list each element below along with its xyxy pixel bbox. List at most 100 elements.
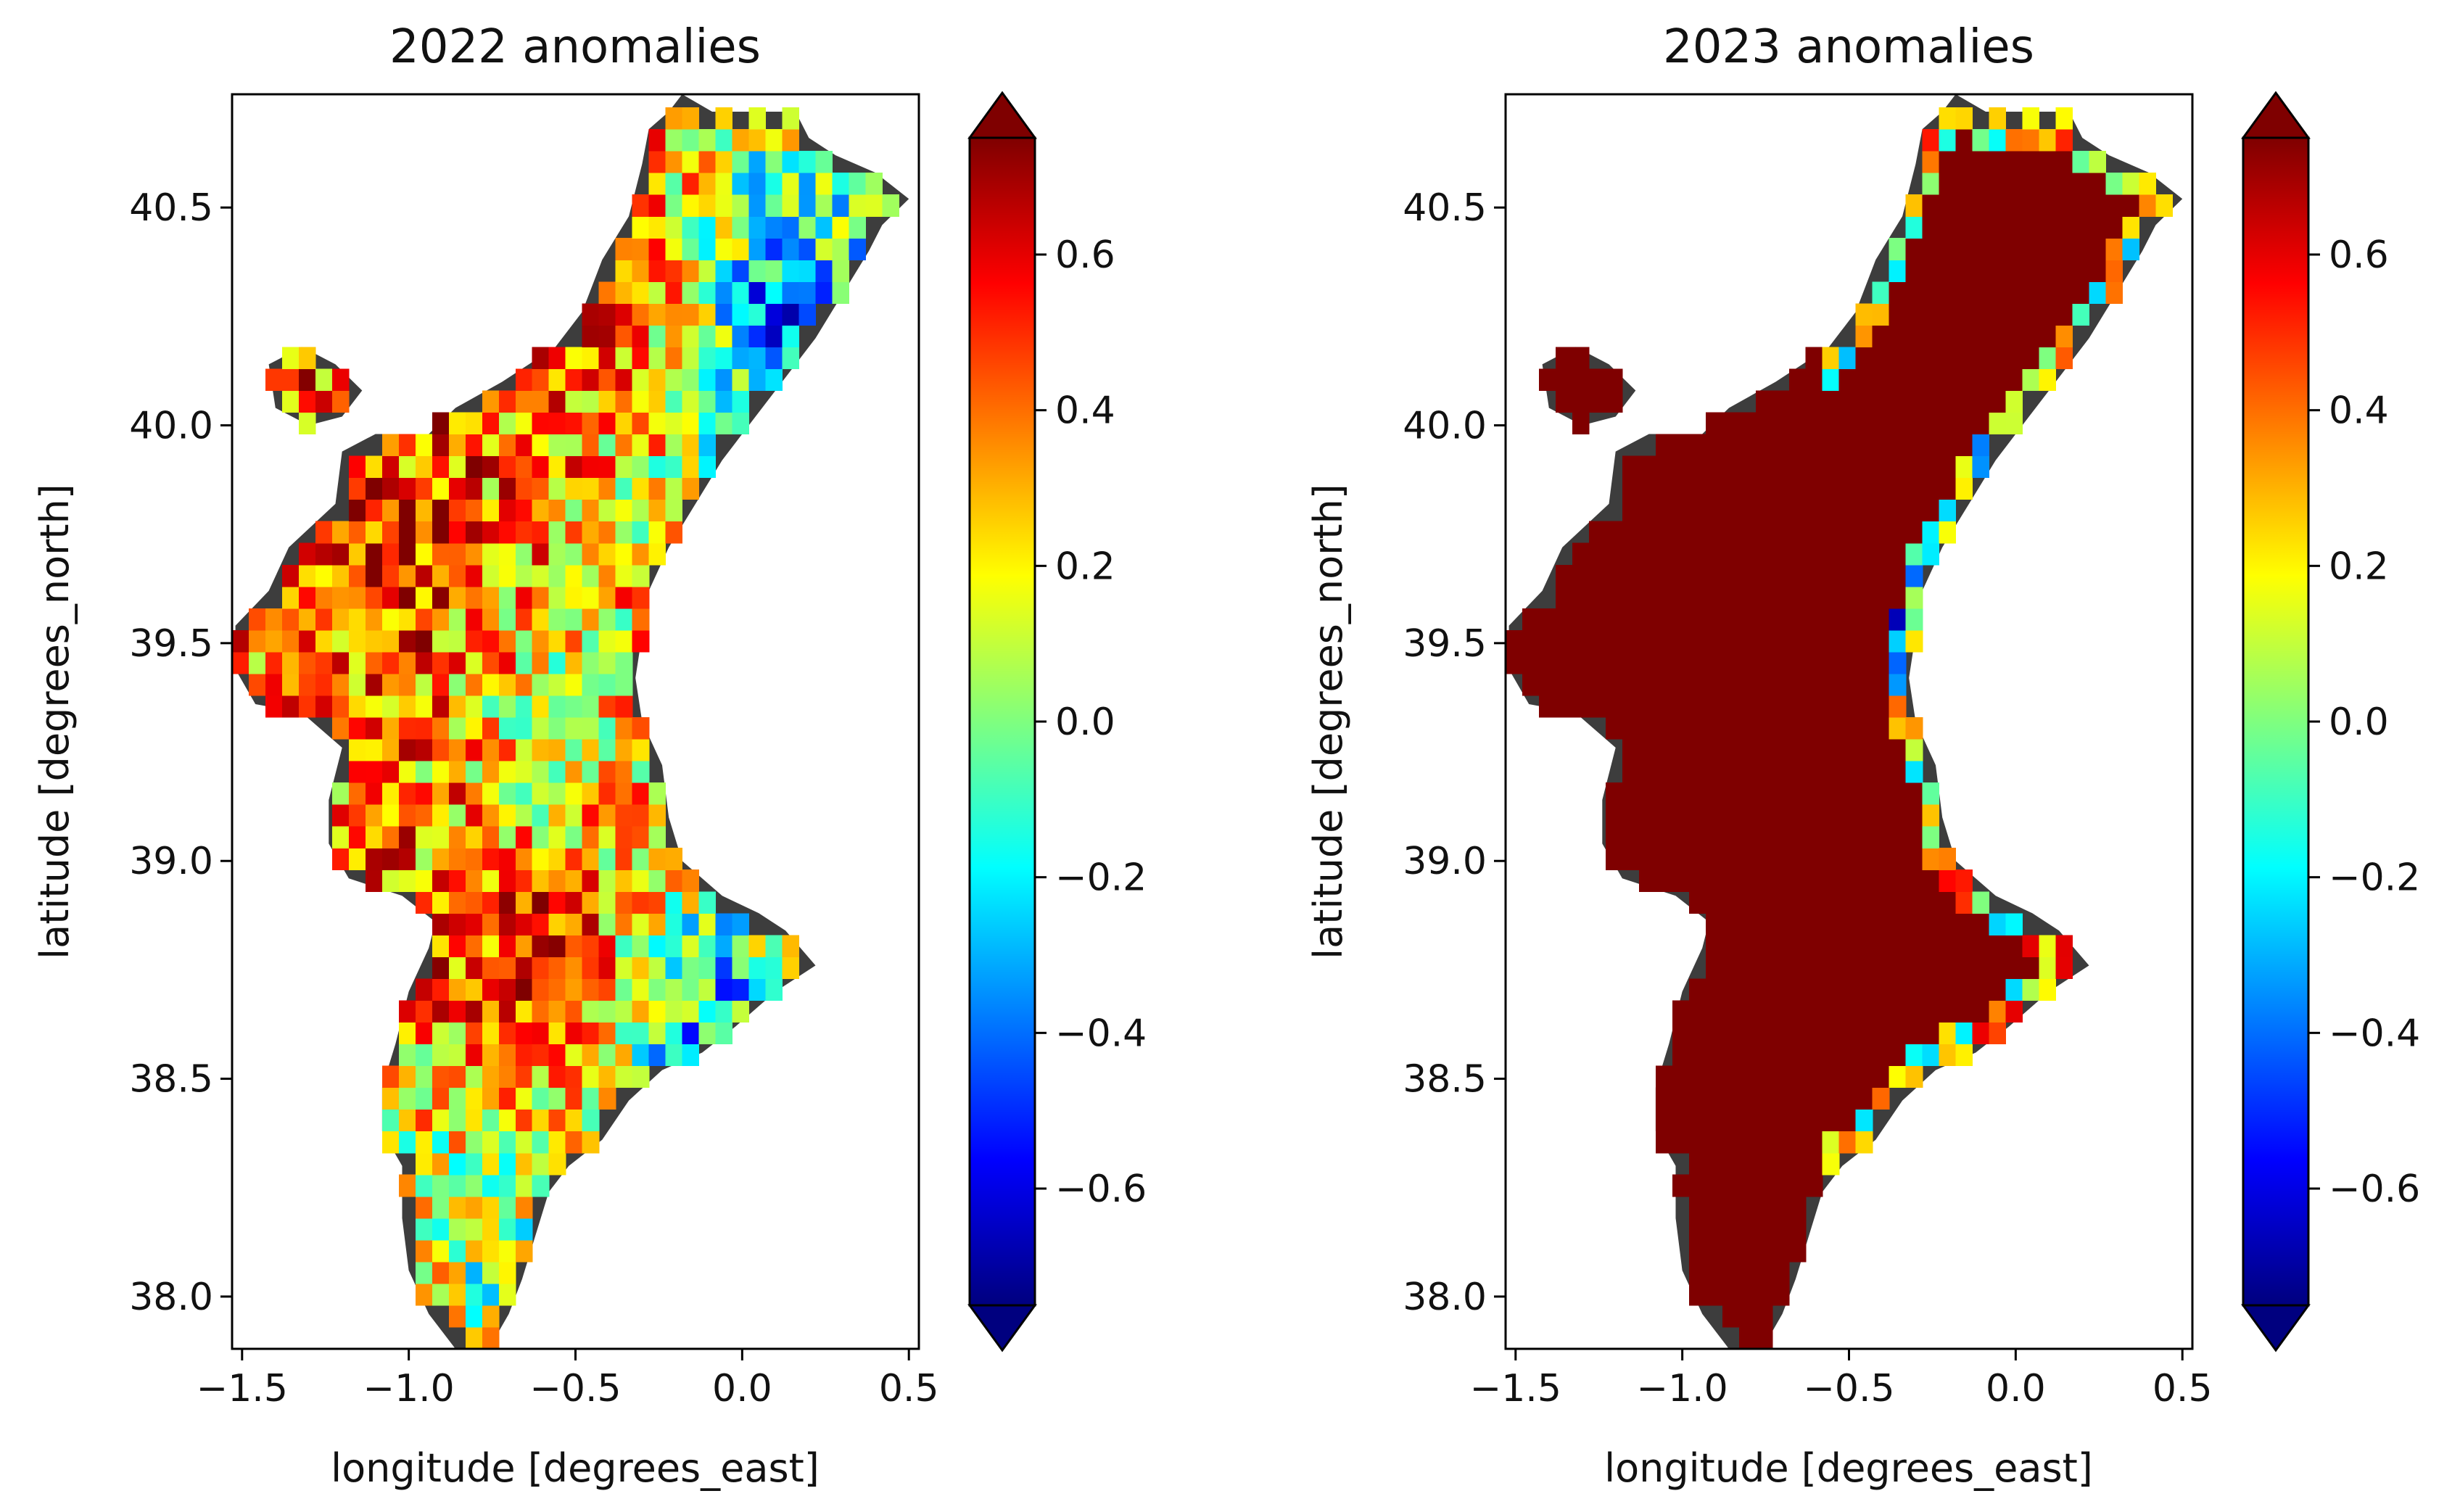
grid-cell <box>1939 499 1957 522</box>
grid-cell <box>2039 957 2057 979</box>
y-axis: 38.038.539.039.540.040.5 <box>129 186 232 1319</box>
grid-cell <box>565 542 583 566</box>
grid-cell <box>1889 651 1907 674</box>
grid-cell <box>598 325 616 347</box>
grid-cell <box>1655 1131 1673 1154</box>
grid-cell <box>565 761 583 783</box>
grid-cell <box>1972 368 1990 391</box>
grid-cell <box>532 499 550 522</box>
grid-cell <box>765 347 783 369</box>
grid-cell <box>482 739 500 761</box>
grid-cell <box>282 608 300 631</box>
grid-cell <box>832 238 850 260</box>
grid-cell <box>1939 848 1957 870</box>
grid-cell <box>415 978 433 1001</box>
grid-cell <box>1755 1109 1773 1132</box>
grid-cell <box>482 935 500 957</box>
grid-cell <box>448 629 466 653</box>
grid-cell <box>432 761 450 783</box>
grid-cell <box>432 1109 450 1132</box>
grid-cell <box>448 412 466 435</box>
grid-cell <box>1805 673 1823 696</box>
grid-cell <box>415 1196 433 1219</box>
grid-cell <box>1972 173 1990 195</box>
grid-cell <box>515 542 533 566</box>
grid-cell <box>515 978 533 1001</box>
grid-cell <box>2005 412 2023 435</box>
grid-cell <box>1855 717 1873 740</box>
grid-cell <box>432 826 450 848</box>
grid-cell <box>1922 347 1940 369</box>
grid-cell <box>1772 390 1790 413</box>
grid-cell <box>648 412 666 435</box>
grid-cell <box>632 455 650 479</box>
grid-cell <box>298 608 316 631</box>
grid-cell <box>2039 368 2057 391</box>
grid-cell <box>515 1109 533 1132</box>
grid-cell <box>2089 238 2107 260</box>
grid-cell <box>682 935 700 957</box>
grid-cell <box>632 281 650 304</box>
grid-cell <box>515 782 533 805</box>
grid-cell <box>482 521 500 544</box>
grid-cell <box>515 1131 533 1154</box>
grid-cell <box>1688 586 1706 609</box>
grid-cell <box>1838 1131 1857 1154</box>
grid-cell <box>2105 173 2123 195</box>
grid-cell <box>1838 390 1857 413</box>
grid-cell <box>1688 673 1706 696</box>
grid-cell <box>532 477 550 500</box>
grid-cell <box>698 303 717 326</box>
grid-cell <box>498 848 516 870</box>
grid-cell <box>365 695 383 718</box>
grid-cell <box>1855 891 1873 914</box>
grid-cell <box>2139 194 2156 217</box>
grid-cell <box>1838 739 1857 761</box>
grid-cell <box>1688 1022 1706 1045</box>
grid-cell <box>1805 695 1823 718</box>
grid-cell <box>732 368 750 391</box>
grid-cell <box>532 455 550 479</box>
grid-cell <box>682 173 700 195</box>
grid-cell <box>348 826 366 848</box>
grid-cell <box>1939 434 1957 457</box>
grid-cell <box>1788 935 1807 957</box>
grid-cell <box>1772 1174 1790 1197</box>
grid-cell <box>2055 347 2073 369</box>
grid-cell <box>682 957 700 979</box>
grid-cell <box>1605 586 1623 609</box>
grid-cell <box>632 347 650 369</box>
grid-cell <box>381 434 400 457</box>
grid-cell <box>1872 957 1890 979</box>
grid-cell <box>615 891 633 914</box>
grid-cell <box>1905 281 1923 304</box>
grid-cell <box>298 347 316 369</box>
grid-cell <box>532 1022 550 1045</box>
grid-cell <box>1688 1000 1706 1023</box>
grid-cell <box>615 957 633 979</box>
grid-cell <box>1722 1239 1740 1263</box>
grid-cell <box>1722 826 1740 848</box>
grid-cell <box>498 477 516 500</box>
y-tick-label: 40.5 <box>129 186 213 230</box>
grid-cell <box>565 390 583 413</box>
grid-cell <box>2005 913 2023 935</box>
grid-cell <box>2039 216 2057 239</box>
grid-cell <box>598 761 616 783</box>
grid-cell <box>1955 390 1973 413</box>
grid-cell <box>1788 1000 1807 1023</box>
grid-cell <box>415 1022 433 1045</box>
grid-cell <box>1705 499 1723 522</box>
grid-cell <box>565 434 583 457</box>
grid-cell <box>1922 826 1940 848</box>
grid-cell <box>1622 651 1640 674</box>
grid-cell <box>1889 347 1907 369</box>
grid-cell <box>698 368 717 391</box>
grid-cell <box>849 216 867 239</box>
grid-cell <box>665 325 683 347</box>
grid-cell <box>1989 303 2007 326</box>
grid-cell <box>582 1044 600 1067</box>
grid-cell <box>282 695 300 718</box>
grid-cell <box>548 455 566 479</box>
grid-cell <box>1788 1087 1807 1110</box>
